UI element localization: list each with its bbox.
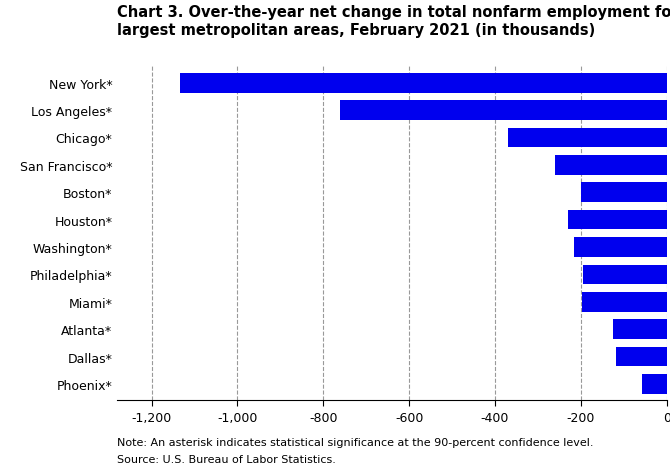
- Bar: [574, 238, 667, 257]
- Text: Note: An asterisk indicates statistical significance at the 90-percent confidenc: Note: An asterisk indicates statistical …: [117, 438, 594, 448]
- Bar: [581, 183, 667, 203]
- Bar: [616, 347, 667, 367]
- Bar: [180, 74, 667, 94]
- Bar: [613, 319, 667, 339]
- Bar: [555, 156, 667, 175]
- Bar: [340, 101, 667, 121]
- Text: Source: U.S. Bureau of Labor Statistics.: Source: U.S. Bureau of Labor Statistics.: [117, 454, 336, 463]
- Bar: [508, 128, 667, 148]
- Text: Chart 3. Over-the-year net change in total nonfarm employment for the 12
largest: Chart 3. Over-the-year net change in tot…: [117, 5, 670, 38]
- Bar: [582, 292, 667, 312]
- Bar: [642, 374, 667, 394]
- Bar: [568, 210, 667, 230]
- Bar: [583, 265, 667, 285]
